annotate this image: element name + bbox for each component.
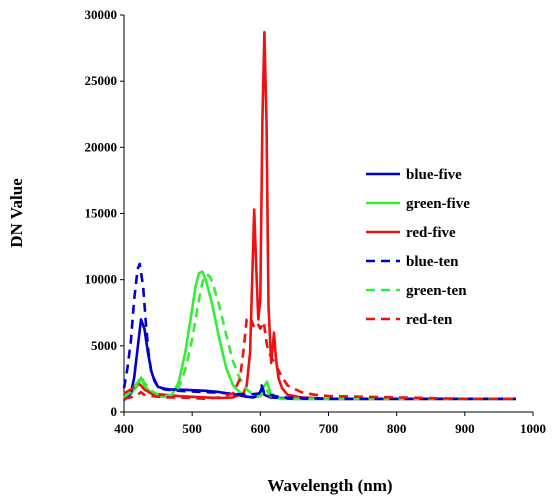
x-tick-label: 900 [455,421,475,436]
legend-label-green-five: green-five [406,196,470,212]
series-lines [122,30,516,402]
legend-label-red-five: red-five [406,225,456,241]
series-line-red-five [123,30,516,401]
series-line-red-ten [123,315,516,401]
x-tick-label: 400 [114,421,134,436]
y-tick-label: 20000 [85,139,118,154]
axes [120,14,534,416]
x-tick-label: 600 [251,421,271,436]
x-tick-label: 1000 [520,421,546,436]
tick-labels: 0 5000 10000 15000 20000 25000 30000 400 500 600 7… [85,7,547,436]
x-axis-title: Wavelength (nm) [267,476,392,495]
y-tick-label: 0 [111,404,118,419]
y-tick-label: 15000 [85,206,118,221]
legend: blue-five green-five red-five blue-ten green… [366,167,470,328]
x-tick-label: 500 [182,421,202,436]
x-tick-label: 800 [387,421,407,436]
legend-label-blue-five: blue-five [406,167,462,183]
legend-label-green-ten: green-ten [406,283,467,299]
series-line-blue-ten [122,262,516,401]
x-tick-label: 700 [319,421,339,436]
y-tick-label: 10000 [85,272,118,287]
y-tick-label: 30000 [85,7,118,22]
series-line-green-ten [123,273,516,401]
y-tick-label: 5000 [91,338,117,353]
y-tick-label: 25000 [85,73,118,88]
y-axis-title: DN Value [7,178,26,248]
legend-label-red-ten: red-ten [406,312,453,328]
legend-label-blue-ten: blue-ten [406,254,459,270]
